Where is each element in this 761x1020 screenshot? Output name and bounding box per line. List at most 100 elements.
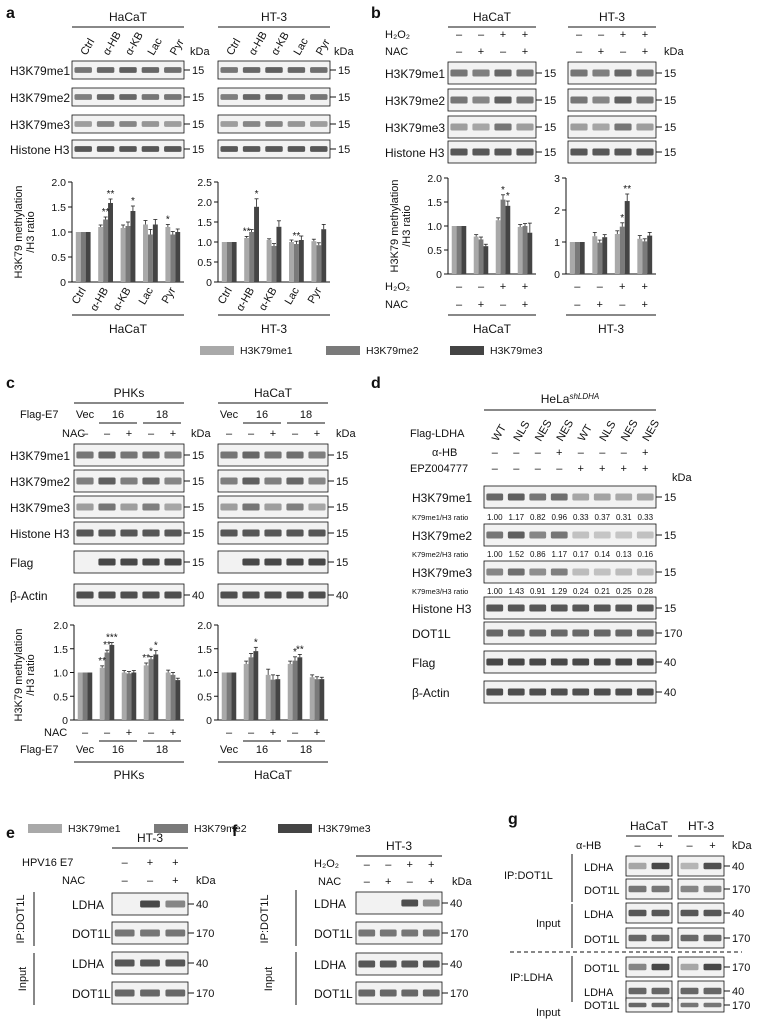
significance-star: *: [166, 215, 170, 226]
bar: [226, 672, 232, 720]
band: [494, 123, 512, 131]
western-blot-b-hacat: 15: [447, 115, 556, 139]
lane-label: 16: [256, 744, 268, 756]
lane-label: Ctrl: [224, 37, 243, 58]
bar: [249, 232, 255, 282]
band: [358, 989, 376, 997]
lane-label: 18: [300, 409, 312, 421]
bar: [602, 237, 608, 274]
bar: [276, 226, 282, 282]
mw-marker-label: 170: [450, 988, 468, 1000]
bar: [619, 226, 625, 274]
bar: [175, 232, 181, 282]
legend-label: H3K79me1: [68, 823, 121, 835]
treatment-label: α-HB: [432, 447, 457, 459]
band: [486, 604, 504, 612]
band: [164, 67, 182, 73]
band: [651, 1002, 670, 1008]
western-blot-b-ht3: 15: [567, 115, 676, 139]
band: [472, 96, 490, 104]
band: [164, 121, 182, 127]
kda-label: kDa: [334, 46, 354, 58]
mw-marker-label: 15: [192, 502, 204, 514]
band: [98, 558, 116, 566]
band: [308, 558, 326, 566]
band: [680, 909, 699, 917]
band: [572, 568, 590, 576]
band: [572, 493, 590, 501]
x-tick-label: Lac: [137, 285, 157, 307]
y-tick-label: 0: [554, 269, 560, 281]
bar: [125, 226, 131, 282]
band: [680, 963, 699, 971]
mw-marker-label: 170: [732, 962, 750, 974]
western-blot-f: 170: [355, 981, 468, 1005]
treatment-sign: –: [556, 463, 563, 475]
panel-label-e: e: [6, 825, 15, 842]
band: [242, 529, 260, 537]
band: [379, 960, 397, 968]
treatment-sign: –: [148, 727, 155, 739]
band: [114, 989, 135, 997]
band: [140, 989, 160, 997]
treatment-sign: +: [170, 727, 176, 739]
bar: [642, 241, 648, 274]
lane-label: 18: [156, 744, 168, 756]
y-tick-label: 2.0: [427, 173, 442, 185]
treatment-sign: +: [385, 876, 391, 888]
lane-label: NES: [554, 418, 576, 444]
bar: [109, 644, 115, 720]
band: [593, 493, 611, 501]
band: [286, 591, 304, 599]
band: [636, 568, 654, 576]
band: [265, 121, 283, 127]
treatment-label: Flag-E7: [20, 744, 59, 756]
mw-marker-label: 15: [544, 122, 556, 134]
y-tick-label: 1.5: [51, 202, 66, 214]
treatment-sign: –: [598, 29, 605, 41]
treatment-sign: +: [314, 428, 320, 440]
western-blot-g-hacat: [625, 956, 673, 978]
band: [592, 148, 610, 156]
blot-row-label: LDHA: [72, 898, 104, 912]
bar: [130, 211, 136, 282]
x-tick-label: α-HB: [88, 286, 111, 314]
ratio-value: 0.96: [551, 513, 567, 522]
kda-label: kDa: [452, 876, 472, 888]
group-label: HaCaT: [254, 768, 293, 782]
blot-row-label: Histone H3: [10, 143, 70, 157]
treatment-label: EPZ004777: [410, 463, 468, 475]
lane-label: Pyr: [168, 37, 187, 58]
band: [680, 934, 699, 942]
western-blot-g-hacat: [625, 997, 673, 1013]
ip-label: Input: [536, 1007, 560, 1019]
lane-label: Ctrl: [78, 37, 97, 58]
bar: [253, 651, 259, 720]
bar: [647, 235, 653, 274]
ratio-value: 1.17: [551, 550, 567, 559]
lane-label: Pyr: [314, 37, 333, 58]
band: [286, 477, 304, 485]
treatment-label: Flag-E7: [20, 409, 59, 421]
significance-star: **: [102, 207, 110, 218]
treatment-sign: –: [104, 428, 111, 440]
band: [120, 503, 138, 511]
band: [98, 451, 116, 459]
band: [615, 629, 633, 637]
significance-star: ***: [106, 633, 118, 644]
cell-line-superscript: shLDHA: [569, 392, 599, 401]
treatment-sign: –: [456, 29, 463, 41]
y-tick-label: 1.0: [197, 237, 212, 249]
ratio-value: 0.33: [573, 513, 589, 522]
y-tick-label: 0: [206, 715, 212, 727]
blot-row-label: Histone H3: [385, 146, 445, 160]
band: [96, 121, 115, 127]
lane-label: NES: [640, 418, 662, 444]
bar-chart-c-phks: 00.51.01.52.0***********: [53, 620, 184, 727]
ratio-value: 1.43: [508, 587, 524, 596]
blot-row-label: H3K79me1: [10, 64, 70, 78]
mw-marker-label: 170: [664, 628, 682, 640]
bar: [170, 234, 176, 282]
band: [628, 963, 647, 971]
